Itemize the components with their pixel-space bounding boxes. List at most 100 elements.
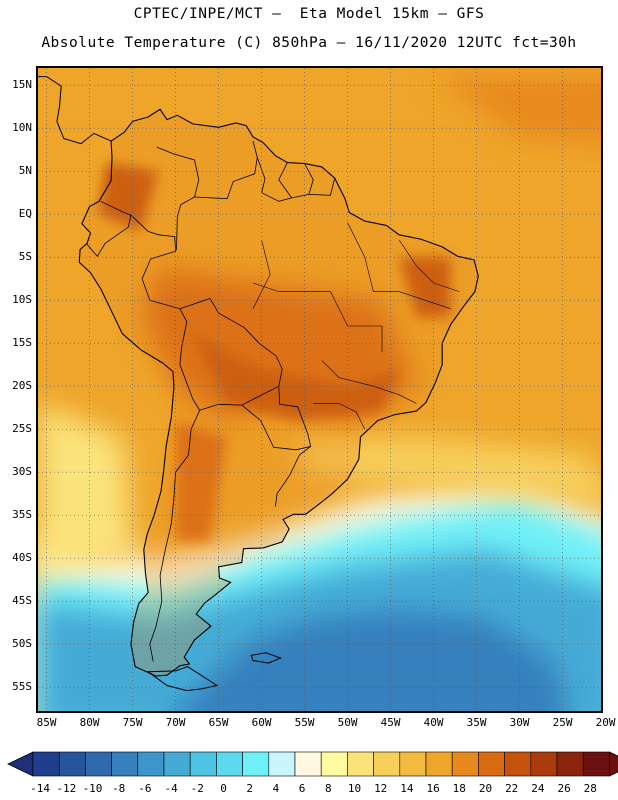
state-border-4	[313, 403, 366, 430]
state-border-6	[252, 239, 271, 309]
temperature-map	[36, 66, 603, 713]
south-america-coastline	[78, 108, 479, 677]
colorbar-swatch	[242, 751, 270, 777]
latitude-label: 25S	[12, 422, 32, 436]
pacific-mild	[38, 403, 133, 576]
colorbar-swatch	[320, 751, 348, 777]
colorbar-swatch	[111, 751, 139, 777]
state-border-2	[321, 360, 417, 404]
national-border-11	[304, 163, 314, 195]
state-border-5	[398, 239, 460, 292]
colorbar-swatch	[582, 751, 610, 777]
colorbar-swatch	[451, 751, 479, 777]
colorbar-label: -8	[112, 782, 126, 795]
latitude-label: 10N	[12, 121, 32, 135]
colorbar-label: 4	[272, 782, 280, 795]
colorbar-swatch	[347, 751, 374, 777]
colorbar-label: 8	[324, 782, 332, 795]
longitude-label: 45W	[380, 716, 401, 729]
colorbar-label: -4	[164, 782, 178, 795]
latitude-label: 35S	[12, 508, 32, 522]
colorbar-label: 14	[400, 782, 414, 795]
national-border-10	[278, 162, 293, 199]
colorbar-swatch	[478, 751, 505, 777]
latitude-label: 10S	[12, 293, 32, 307]
hot-northeast	[399, 257, 451, 318]
latitude-label: 5S	[18, 250, 32, 264]
hot-interior	[192, 334, 400, 421]
national-border-4	[275, 446, 311, 507]
longitude-label: 70W	[165, 716, 186, 729]
map-canvas	[38, 68, 601, 711]
colorbar-over-arrow	[609, 751, 618, 777]
latitude-label: 5N	[18, 164, 32, 178]
colorbar-swatch	[373, 751, 401, 777]
state-border-1	[252, 282, 383, 352]
longitude-label: 25W	[552, 716, 573, 729]
longitude-label: 60W	[251, 716, 272, 729]
colorbar-swatch	[85, 751, 112, 777]
colorbar-swatch	[216, 751, 243, 777]
longitude-label: 30W	[509, 716, 530, 729]
chart-title-line-2: Absolute Temperature (C) 850hPa – 16/11/…	[41, 35, 577, 51]
longitude-label: 40W	[423, 716, 444, 729]
longitude-label: 85W	[36, 716, 57, 729]
colorbar-label: 2	[246, 782, 253, 795]
latitude-label: EQ	[18, 207, 32, 221]
state-border-3	[347, 222, 451, 310]
colorbar-label: 0	[220, 782, 227, 795]
longitude-label: 50W	[337, 716, 358, 729]
colorbar-label: 16	[426, 782, 440, 795]
colorbar-label: -12	[56, 782, 77, 795]
national-border-9	[256, 157, 336, 202]
colorbar-label: 20	[478, 782, 493, 795]
colorbar-swatch	[556, 751, 584, 777]
latitude-label: 50S	[12, 637, 32, 651]
colorbar-swatch	[294, 751, 322, 777]
latitude-label: 30S	[12, 465, 32, 479]
colorbar-swatch	[32, 751, 60, 777]
falkland-islands-outline	[250, 652, 282, 664]
chart-title-line-1: CPTEC/INPE/MCT – Eta Model 15km – GFS	[133, 6, 485, 22]
colorbar-label: 18	[452, 782, 466, 795]
colorbar-swatch	[163, 751, 191, 777]
latitude-label: 40S	[12, 551, 32, 565]
colorbar-swatch	[58, 751, 86, 777]
colorbar-swatch	[530, 751, 558, 777]
latitude-label: 55S	[12, 680, 32, 694]
colorbar	[7, 751, 618, 777]
colorbar-label: -6	[138, 782, 152, 795]
longitude-label: 55W	[294, 716, 315, 729]
warm-west-argentina	[175, 420, 228, 541]
coldest-core	[177, 609, 567, 711]
colorbar-label: -2	[190, 782, 204, 795]
national-border-5	[85, 200, 132, 257]
warm-north-atlantic	[433, 76, 601, 144]
national-border-6	[130, 214, 177, 301]
latitude-label: 15S	[12, 336, 32, 350]
tierra-del-fuego-outline	[146, 666, 219, 692]
colorbar-label: 10	[347, 782, 362, 795]
national-border-7	[156, 146, 200, 251]
colorbar-under-arrow	[7, 751, 34, 777]
colorbar-swatch	[399, 751, 427, 777]
colorbar-label: -14	[30, 782, 51, 795]
latitude-label: 20S	[12, 379, 32, 393]
national-border-2	[179, 298, 283, 411]
longitude-label: 80W	[79, 716, 100, 729]
colorbar-label: 28	[583, 782, 597, 795]
colorbar-label: 6	[298, 782, 306, 795]
colorbar-label: 22	[505, 782, 519, 795]
longitude-label: 20W	[595, 716, 616, 729]
longitude-label: 75W	[122, 716, 143, 729]
atlantic-mild	[296, 437, 601, 505]
colorbar-label: 24	[531, 782, 545, 795]
colorbar-swatch	[189, 751, 217, 777]
colorbar-swatch	[425, 751, 453, 777]
latitude-label: 15N	[12, 78, 32, 92]
colorbar-label: -10	[82, 782, 103, 795]
colorbar-swatch	[504, 751, 532, 777]
hot-andes-north	[98, 162, 159, 232]
colorbar-label: 12	[374, 782, 388, 795]
longitude-label: 35W	[466, 716, 487, 729]
